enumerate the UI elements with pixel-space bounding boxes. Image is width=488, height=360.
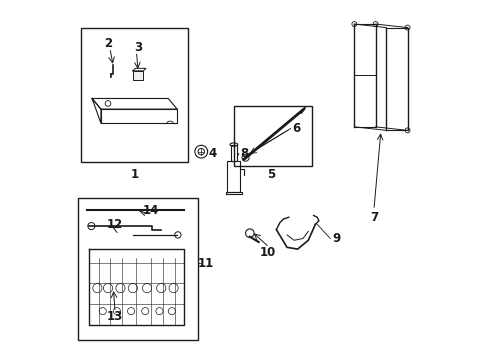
Text: 13: 13 [107, 310, 123, 323]
Text: 1: 1 [130, 168, 139, 181]
Bar [81, 28, 187, 162]
Text: 11: 11 [197, 257, 213, 270]
Text: 3: 3 [134, 41, 142, 54]
Text: 2: 2 [104, 37, 112, 50]
Text: 9: 9 [332, 232, 340, 245]
Text: 5: 5 [266, 168, 275, 181]
FancyBboxPatch shape [133, 71, 143, 80]
Text: 7: 7 [369, 211, 377, 224]
Text: 6: 6 [291, 122, 300, 135]
Bar [233, 105, 311, 166]
Text: 14: 14 [142, 204, 159, 217]
Text: 12: 12 [107, 218, 123, 231]
Text: 8: 8 [240, 147, 248, 160]
Bar [78, 198, 198, 339]
Text: 4: 4 [208, 147, 216, 160]
Text: 10: 10 [259, 246, 275, 259]
